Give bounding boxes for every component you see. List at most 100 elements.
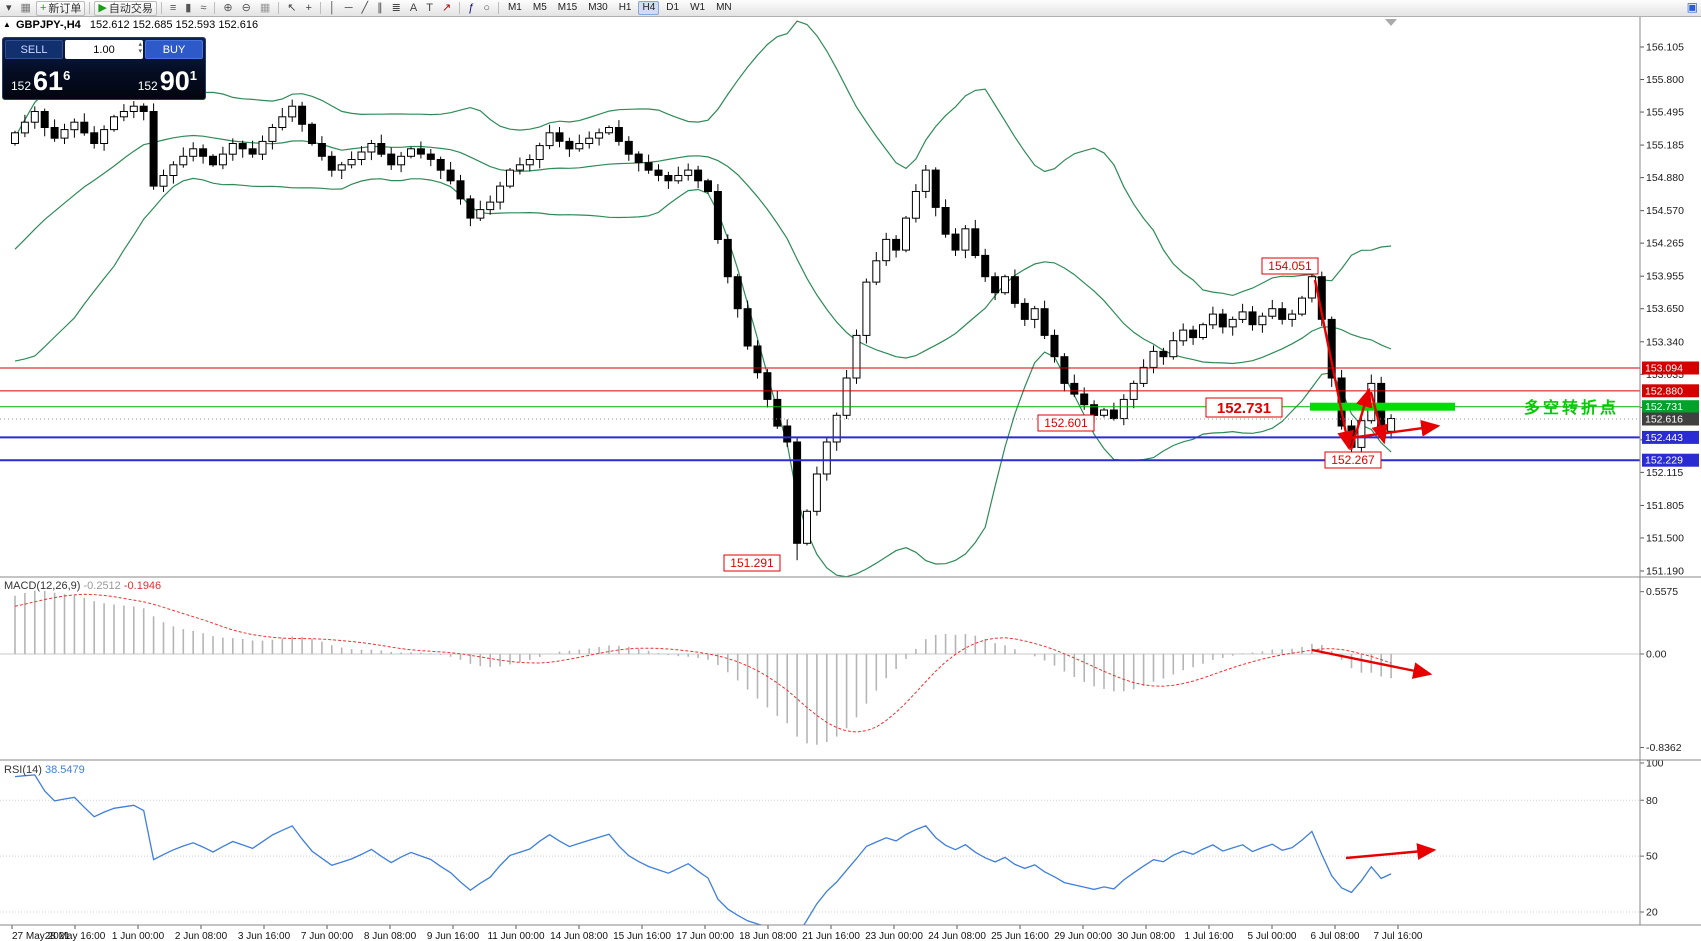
arrows-icon[interactable]: ↗ (438, 1, 455, 16)
timeframe-m5[interactable]: M5 (529, 1, 551, 15)
svg-text:5 Jul 00:00: 5 Jul 00:00 (1248, 931, 1297, 941)
volume-field[interactable]: 1.00 ▴ ▾ (65, 40, 143, 59)
sell-price[interactable]: 152616 (11, 68, 70, 95)
timeframe-m15[interactable]: M15 (554, 1, 581, 15)
svg-text:6 Jul 08:00: 6 Jul 08:00 (1311, 931, 1360, 941)
svg-text:多空转折点: 多空转折点 (1524, 398, 1619, 417)
vertical-line-icon[interactable]: │ (325, 1, 340, 16)
chart-canvas[interactable]: MACD(12,26,9) -0.2512 -0.1946 0.5575 0.00 -… (0, 17, 1701, 941)
toolbar-divider (319, 2, 321, 14)
timeframe-h4[interactable]: H4 (638, 1, 660, 15)
svg-text:152.616: 152.616 (1645, 413, 1683, 425)
spin-up-icon[interactable]: ▴ (138, 41, 142, 48)
svg-text:23 Jun 00:00: 23 Jun 00:00 (865, 931, 923, 941)
cycles-icon[interactable]: ○ (479, 1, 494, 16)
svg-text:7 Jun 00:00: 7 Jun 00:00 (301, 931, 354, 941)
sell-price-sup: 6 (63, 68, 71, 83)
autotrading-button[interactable]: ▶ 自动交易 (94, 0, 157, 16)
svg-text:-0.8362: -0.8362 (1646, 742, 1682, 754)
svg-text:RSI(14) 38.5479: RSI(14) 38.5479 (4, 764, 85, 776)
zoom-in-icon[interactable]: ⊕ (219, 1, 236, 16)
line-chart-icon[interactable]: ≈ (196, 1, 210, 16)
fibonacci-icon[interactable]: ≣ (388, 1, 405, 16)
svg-text:17 Jun 00:00: 17 Jun 00:00 (676, 931, 734, 941)
price-axis[interactable]: 156.105 155.800 155.495 155.185 154.880 154.5… (1640, 42, 1699, 578)
svg-text:154.265: 154.265 (1646, 238, 1684, 250)
volume-spinner[interactable]: ▴ ▾ (138, 41, 142, 55)
toolbar-divider (89, 2, 91, 14)
svg-text:14 Jun 08:00: 14 Jun 08:00 (550, 931, 608, 941)
annotation-arrows (1311, 279, 1441, 860)
cursor-icon[interactable]: ↖ (283, 1, 300, 16)
turning-point-highlight[interactable] (1310, 402, 1455, 411)
svg-text:153.955: 153.955 (1646, 271, 1684, 283)
channel-icon[interactable]: ∥ (373, 1, 387, 16)
svg-text:1 Jul 16:00: 1 Jul 16:00 (1185, 931, 1234, 941)
timeframe-m1[interactable]: M1 (504, 1, 526, 15)
bars-chart-icon[interactable]: ≡ (166, 1, 180, 16)
timeframe-h1[interactable]: H1 (615, 1, 636, 15)
svg-text:29 Jun 00:00: 29 Jun 00:00 (1054, 931, 1112, 941)
macd-plot (0, 590, 1640, 745)
candles-chart-icon[interactable]: ▮ (181, 1, 195, 16)
toolbar-divider (459, 2, 461, 14)
crosshair-icon[interactable]: + (301, 1, 315, 16)
indicators-icon[interactable]: ƒ (464, 1, 478, 16)
svg-text:100: 100 (1646, 758, 1664, 770)
new-order-glyph: + (39, 1, 47, 14)
new-order-button-label: 新订单 (48, 3, 82, 15)
cursor-icon-glyph: ↖ (287, 1, 297, 14)
svg-text:152.731: 152.731 (1645, 401, 1683, 413)
price-label-boxes: 154.051 152.731 152.601 152.267 151.291 多空转折点 (723, 257, 1619, 572)
text-label-icon[interactable]: T (422, 1, 437, 16)
new-chart-icon[interactable]: ▦ (17, 1, 35, 16)
candles-chart-icon-glyph: ▮ (185, 1, 192, 14)
channel-icon-glyph: ∥ (377, 1, 383, 14)
grid-icon-glyph: ▦ (259, 1, 271, 14)
timeframe-buttons: M1 M5 M15 M30 H1 H4 D1 W1 MN (503, 0, 737, 17)
svg-text:151.805: 151.805 (1646, 500, 1684, 512)
new-order-button[interactable]: + 新订单 (35, 0, 86, 16)
svg-text:151.500: 151.500 (1646, 532, 1684, 544)
bars-chart-icon-glyph: ≡ (169, 1, 177, 14)
candlesticks (11, 99, 1396, 561)
vertical-line-icon-glyph: │ (328, 1, 336, 14)
buy-price-big: 90 (159, 66, 190, 96)
svg-text:155.185: 155.185 (1646, 140, 1684, 152)
svg-text:9 Jun 16:00: 9 Jun 16:00 (427, 931, 480, 941)
horizontal-line-icon[interactable]: ─ (341, 1, 357, 16)
level-lines[interactable] (0, 367, 1640, 462)
svg-text:3 Jun 16:00: 3 Jun 16:00 (238, 931, 291, 941)
svg-text:15 Jun 16:00: 15 Jun 16:00 (613, 931, 671, 941)
buy-price-prefix: 152 (137, 79, 158, 93)
toolbar-divider (214, 2, 216, 14)
rsi-plot (0, 774, 1640, 925)
svg-text:152.601: 152.601 (1044, 416, 1088, 430)
charts-dropdown-icon[interactable]: ▾ (2, 1, 16, 16)
sell-button[interactable]: SELL (5, 40, 63, 59)
crosshair-icon-glyph: + (305, 1, 312, 14)
timeframe-d1[interactable]: D1 (662, 1, 683, 15)
timeframe-mn[interactable]: MN (712, 1, 736, 15)
svg-text:8 Jun 08:00: 8 Jun 08:00 (364, 931, 417, 941)
ohlc-values: 152.612 152.685 152.593 152.616 (89, 19, 259, 31)
spin-down-icon[interactable]: ▾ (138, 48, 142, 55)
toolbar-divider (278, 2, 280, 14)
cycles-icon-glyph: ○ (483, 1, 490, 14)
new-window-icon[interactable]: ▣ (1686, 0, 1698, 14)
svg-text:155.495: 155.495 (1646, 107, 1684, 119)
trendline-icon[interactable]: ╱ (358, 1, 373, 16)
sell-price-prefix: 152 (11, 79, 32, 93)
arrows-icon-glyph: ↗ (441, 1, 452, 14)
timeframe-w1[interactable]: W1 (686, 1, 709, 15)
timeframe-m30[interactable]: M30 (584, 1, 611, 15)
buy-price[interactable]: 152901 (138, 68, 197, 95)
buy-button[interactable]: BUY (145, 40, 203, 59)
autotrading-glyph: ▶ (98, 1, 107, 14)
grid-icon[interactable]: ▦ (256, 1, 274, 16)
text-icon[interactable]: A (406, 1, 421, 16)
zoom-out-icon[interactable]: ⊖ (238, 1, 255, 16)
svg-text:151.190: 151.190 (1646, 566, 1684, 578)
